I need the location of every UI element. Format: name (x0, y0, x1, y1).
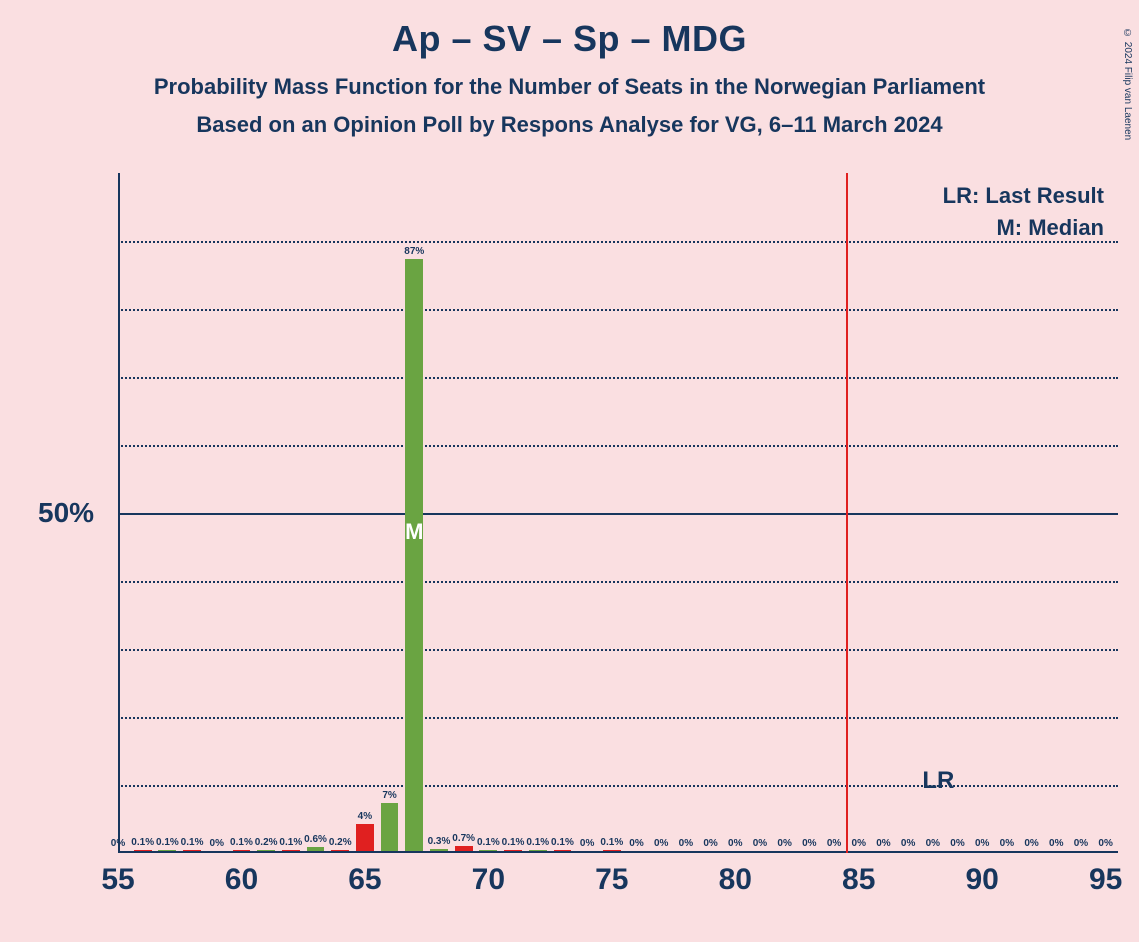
copyright-text: © 2024 Filip van Laenen (1122, 28, 1133, 140)
gridline (118, 649, 1118, 651)
x-tick: 95 (1089, 863, 1122, 897)
bar-value-label: 0% (1000, 838, 1014, 849)
bar-value-label: 0.3% (428, 836, 451, 847)
bar-value-label: 0% (703, 838, 717, 849)
gridline (118, 513, 1118, 515)
bar-value-label: 4% (358, 811, 372, 822)
bar-value-label: 0% (1049, 838, 1063, 849)
y-axis-label-50: 50% (38, 497, 94, 529)
bar-value-label: 0% (975, 838, 989, 849)
last-result-line (846, 173, 848, 853)
gridline (118, 717, 1118, 719)
bar-value-label: 0.2% (255, 837, 278, 848)
bar-value-label: 0% (926, 838, 940, 849)
bar-value-label: 0% (580, 838, 594, 849)
bar-value-label: 0% (1098, 838, 1112, 849)
bar (504, 850, 522, 851)
bar-value-label: 0% (777, 838, 791, 849)
x-tick: 75 (595, 863, 628, 897)
bar-value-label: 0% (629, 838, 643, 849)
bar (183, 850, 201, 851)
bar-value-label: 87% (404, 246, 424, 257)
bar (257, 850, 275, 851)
bar-value-label: 0% (901, 838, 915, 849)
bar-value-label: 0.6% (304, 834, 327, 845)
bar (233, 850, 251, 851)
gridline (118, 445, 1118, 447)
chart-subtitle-2: Based on an Opinion Poll by Respons Anal… (0, 112, 1139, 138)
bar (134, 850, 152, 851)
bar (554, 850, 572, 851)
bar-value-label: 0.1% (551, 837, 574, 848)
legend-lr: LR: Last Result (943, 183, 1104, 209)
bar-value-label: 0% (210, 838, 224, 849)
x-tick: 85 (842, 863, 875, 897)
gridline (118, 581, 1118, 583)
bar-value-label: 0.1% (181, 837, 204, 848)
gridline (118, 241, 1118, 243)
bar (405, 259, 423, 851)
bar (381, 803, 399, 851)
chart-title: Ap – SV – Sp – MDG (0, 18, 1139, 60)
bar-value-label: 0% (111, 838, 125, 849)
x-tick: 90 (966, 863, 999, 897)
bar (603, 850, 621, 851)
bar-value-label: 7% (382, 790, 396, 801)
bar-value-label: 0.1% (230, 837, 253, 848)
bar (282, 850, 300, 851)
bar-value-label: 0% (876, 838, 890, 849)
bar (331, 850, 349, 851)
bar (158, 850, 176, 851)
bar-value-label: 0% (654, 838, 668, 849)
x-tick: 55 (101, 863, 134, 897)
bar-value-label: 0.1% (502, 837, 525, 848)
chart-subtitle-1: Probability Mass Function for the Number… (0, 74, 1139, 100)
legend-m: M: Median (996, 215, 1104, 241)
x-tick: 80 (719, 863, 752, 897)
bar (307, 847, 325, 851)
bar-value-label: 0.1% (156, 837, 179, 848)
gridline (118, 377, 1118, 379)
x-tick: 60 (225, 863, 258, 897)
median-marker: M (405, 519, 423, 545)
bar-value-label: 0% (852, 838, 866, 849)
bar-value-label: 0% (1074, 838, 1088, 849)
bar-value-label: 0% (679, 838, 693, 849)
x-tick: 65 (348, 863, 381, 897)
bar-value-label: 0.7% (452, 833, 475, 844)
bar (479, 850, 497, 851)
lr-marker-text: LR (922, 767, 954, 795)
bar-value-label: 0% (802, 838, 816, 849)
gridline (118, 309, 1118, 311)
plot-area: LR: Last Result M: Median 50%55606570758… (118, 173, 1118, 853)
bar-value-label: 0.1% (600, 837, 623, 848)
bar (430, 849, 448, 851)
bar (455, 846, 473, 851)
bar-value-label: 0.1% (131, 837, 154, 848)
bar-value-label: 0% (950, 838, 964, 849)
bar-value-label: 0% (827, 838, 841, 849)
bar (356, 824, 374, 851)
bar-value-label: 0.1% (526, 837, 549, 848)
x-axis (118, 851, 1118, 853)
bar-value-label: 0.1% (279, 837, 302, 848)
bar-value-label: 0% (1024, 838, 1038, 849)
x-tick: 70 (472, 863, 505, 897)
bar-value-label: 0.1% (477, 837, 500, 848)
bar-value-label: 0.2% (329, 837, 352, 848)
bar-value-label: 0% (753, 838, 767, 849)
bar-value-label: 0% (728, 838, 742, 849)
gridline (118, 785, 1118, 787)
bar (529, 850, 547, 851)
